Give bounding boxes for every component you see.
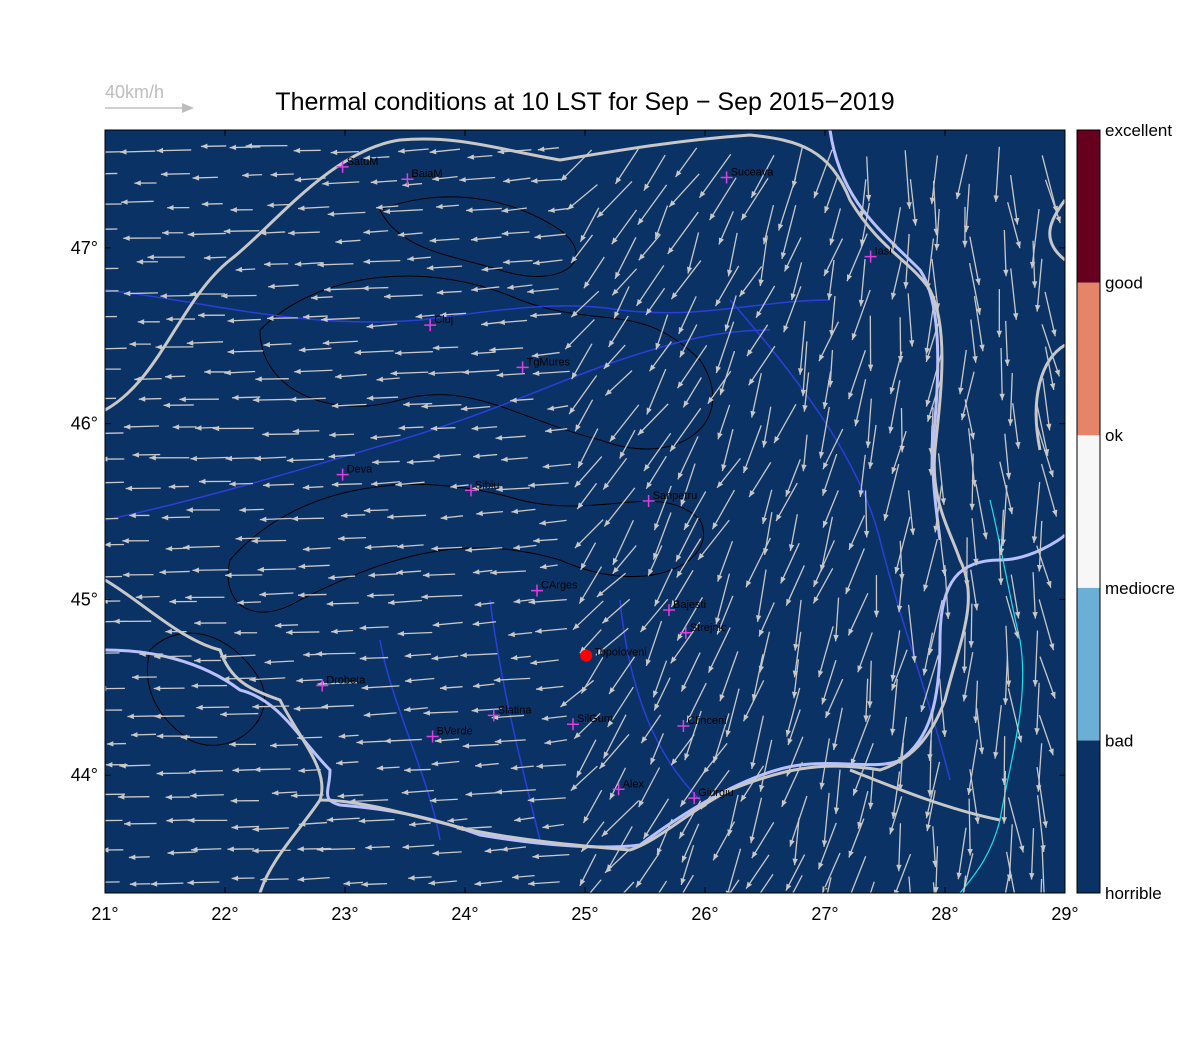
highlight-label: Topoloveni (594, 647, 647, 659)
wind-arrow-head (99, 431, 106, 436)
wind-arrow-head (744, 910, 750, 917)
wind-arrow-head (86, 366, 92, 371)
wind-arrow-head (858, 922, 863, 929)
wind-arrow-head (101, 456, 107, 461)
y-tick-label: 44° (71, 765, 98, 785)
x-tick-label: 22° (211, 904, 238, 924)
wind-arrow (97, 348, 127, 349)
site-label: Giurgiu (698, 787, 733, 799)
colorbar-band (1077, 588, 1100, 741)
wind-arrow-head (999, 911, 1004, 918)
wind-arrow-head (845, 900, 850, 907)
x-tick-label: 24° (451, 904, 478, 924)
site-label: Iasi (875, 246, 892, 258)
colorbar-label: ok (1105, 426, 1123, 445)
wind-arrow-head (98, 288, 105, 293)
chart-title: Thermal conditions at 10 LST for Sep − S… (275, 88, 894, 116)
site-label: BaiaM (411, 168, 442, 180)
colorbar-label: good (1105, 274, 1143, 293)
y-tick-label: 46° (71, 414, 98, 434)
wind-arrow-head (78, 619, 84, 624)
wind-arrow-head (645, 907, 651, 914)
wind-arrow-head (91, 707, 97, 712)
site-label: Alex (623, 778, 645, 790)
wind-arrow-head (1012, 893, 1017, 900)
wind-arrow-head (1037, 925, 1042, 932)
wind-arrow-head (93, 201, 99, 206)
reference-arrow-label: 40km/h (105, 82, 164, 102)
x-tick-label: 27° (811, 904, 838, 924)
wind-arrow-head (92, 480, 99, 485)
site-label: Drobeta (326, 675, 366, 687)
wind-arrow-head (98, 574, 104, 579)
site-label: TgMures (527, 356, 571, 368)
wind-arrow-head (606, 906, 612, 913)
site-label: SatuM (347, 156, 379, 168)
colorbar-band (1077, 283, 1100, 436)
wind-arrow-head (93, 792, 99, 797)
site-label: Bajesti (673, 599, 706, 611)
site-label: SilGum (577, 713, 613, 725)
site-label: Suceava (731, 166, 775, 178)
wind-arrow (92, 482, 124, 483)
site-label: Sanpetru (653, 490, 698, 502)
colorbar-label: excellent (1105, 121, 1172, 140)
y-tick-label: 47° (71, 238, 98, 258)
wind-arrow (78, 622, 115, 623)
wind-arrow-head (1041, 897, 1046, 904)
wind-arrow-head (85, 880, 91, 885)
wind-arrow (99, 433, 124, 434)
wind-arrow-head (91, 651, 97, 656)
wind-arrow-head (935, 932, 940, 939)
colorbar-band (1077, 435, 1100, 588)
wind-arrow-head (781, 909, 786, 916)
wind-arrow-head (97, 396, 103, 401)
x-tick-label: 25° (571, 904, 598, 924)
wind-arrow (971, 604, 972, 648)
colorbar-band (1077, 740, 1100, 893)
wind-arrow-head (80, 227, 86, 232)
wind-arrow-head (88, 516, 94, 521)
wind-arrow-head (86, 266, 92, 271)
wind-arrow-head (959, 901, 964, 908)
wind-arrow (88, 519, 118, 520)
colorbar-label: mediocre (1105, 579, 1175, 598)
site-label: Clinceni (687, 715, 726, 727)
highlight-site (580, 650, 592, 662)
wind-arrow-head (959, 915, 964, 922)
site-label: BVerde (437, 726, 473, 738)
wind-arrow-head (674, 902, 680, 909)
site-label: CArges (541, 580, 578, 592)
wind-arrow-head (97, 346, 104, 351)
wind-arrow (80, 229, 118, 230)
colorbar-label: bad (1105, 731, 1133, 750)
wind-arrow (85, 882, 120, 883)
colorbar-label: horrible (1105, 884, 1162, 903)
x-tick-label: 23° (331, 904, 358, 924)
wind-arrow-head (909, 913, 914, 920)
site-label: Deva (347, 464, 374, 476)
wind-arrow-head (85, 314, 91, 319)
site-label: Cluj (434, 314, 453, 326)
wind-arrow-head (93, 818, 99, 823)
site-label: Sibiu (475, 479, 499, 491)
site-label: Strejnic (690, 622, 727, 634)
site-label: Slatina (498, 704, 533, 716)
colorbar-band (1077, 130, 1100, 283)
x-tick-label: 29° (1051, 904, 1078, 924)
reference-arrow-head (182, 103, 194, 113)
x-tick-label: 26° (691, 904, 718, 924)
x-tick-label: 28° (931, 904, 958, 924)
x-tick-label: 21° (91, 904, 118, 924)
y-tick-label: 45° (71, 589, 98, 609)
